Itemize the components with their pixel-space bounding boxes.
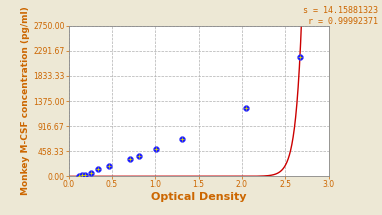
Point — [83, 173, 89, 176]
Point — [136, 154, 142, 158]
Point — [87, 171, 94, 175]
Point — [297, 55, 303, 58]
Point — [76, 175, 82, 178]
Point — [243, 106, 249, 110]
Point — [106, 164, 112, 168]
Point — [136, 154, 142, 158]
Point — [106, 164, 112, 168]
Point — [76, 175, 82, 178]
Y-axis label: Monkey M-CSF concentration (pg/ml): Monkey M-CSF concentration (pg/ml) — [21, 7, 30, 195]
Text: s = 14.15881323
r = 0.99992371: s = 14.15881323 r = 0.99992371 — [303, 6, 378, 26]
Point — [243, 106, 249, 110]
Point — [79, 174, 85, 177]
Point — [179, 137, 185, 140]
Point — [95, 168, 101, 171]
Point — [297, 55, 303, 58]
Point — [79, 174, 85, 177]
Point — [95, 168, 101, 171]
Point — [83, 173, 89, 176]
X-axis label: Optical Density: Optical Density — [151, 192, 246, 202]
Point — [127, 157, 133, 161]
Point — [153, 147, 159, 151]
Point — [153, 147, 159, 151]
Point — [127, 157, 133, 161]
Point — [179, 137, 185, 140]
Point — [87, 171, 94, 175]
